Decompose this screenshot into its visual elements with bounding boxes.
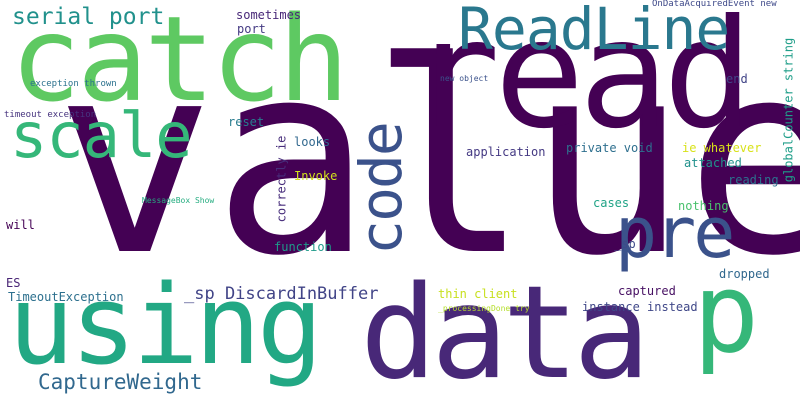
word-new-object: new object bbox=[440, 74, 489, 83]
word-will: will bbox=[6, 218, 35, 232]
word-sp: _sp bbox=[614, 237, 636, 251]
word-pre: pre bbox=[615, 192, 735, 274]
word-code: code bbox=[346, 123, 415, 255]
word-read: read bbox=[410, 0, 753, 162]
word-captured: captured bbox=[618, 284, 676, 298]
word-p: p bbox=[693, 249, 760, 377]
word-reading: reading bbox=[728, 173, 779, 187]
word-globalcounter-string: globalCounter string bbox=[781, 37, 796, 183]
word-es: ES bbox=[6, 276, 21, 290]
word-ie-whatever: ie whatever bbox=[682, 141, 762, 155]
word-function: function bbox=[274, 240, 332, 254]
word-messagebox-show: MessageBox Show bbox=[142, 196, 215, 205]
word-value: value bbox=[55, 6, 800, 314]
word-thin-client: thin client bbox=[438, 287, 518, 301]
word-end: end bbox=[726, 72, 748, 86]
word-instance-instead: instance instead bbox=[582, 300, 698, 314]
word-using: using bbox=[8, 261, 323, 389]
word-captureweight: CaptureWeight bbox=[38, 370, 203, 394]
word-sp-discardinbuffer: _sp DiscardInBuffer bbox=[184, 284, 379, 304]
word-data: data bbox=[360, 259, 650, 400]
word-ondataacquiredevent-new: OnDataAcquiredEvent new bbox=[652, 0, 777, 9]
word-timeout-exception: timeout exception bbox=[4, 110, 97, 120]
word-readline: ReadLine bbox=[458, 0, 730, 63]
word-port: port bbox=[237, 22, 266, 36]
word-sometimes: sometimes bbox=[236, 8, 302, 22]
word-correctly-ie: correctly ie bbox=[274, 135, 289, 223]
word-exception-thrown: exception thrown bbox=[30, 79, 117, 89]
word-nothing: nothing bbox=[678, 199, 729, 213]
word-dropped: dropped bbox=[719, 267, 770, 281]
word-catch: catch bbox=[10, 0, 349, 128]
word-reset: reset bbox=[228, 115, 265, 129]
word-cases: cases bbox=[593, 196, 630, 210]
word-attached: attached bbox=[684, 156, 742, 170]
word-looks: looks bbox=[294, 135, 331, 149]
word-serial-port: serial port bbox=[12, 4, 165, 30]
word-invoke: Invoke bbox=[294, 169, 338, 183]
word-scale: scale bbox=[10, 99, 193, 172]
word-application: application bbox=[466, 145, 546, 159]
word-private-void: private void bbox=[566, 141, 653, 155]
word-timeoutexception: TimeoutException bbox=[8, 290, 124, 304]
word-processingdone-try: _processingDone try bbox=[438, 304, 530, 313]
